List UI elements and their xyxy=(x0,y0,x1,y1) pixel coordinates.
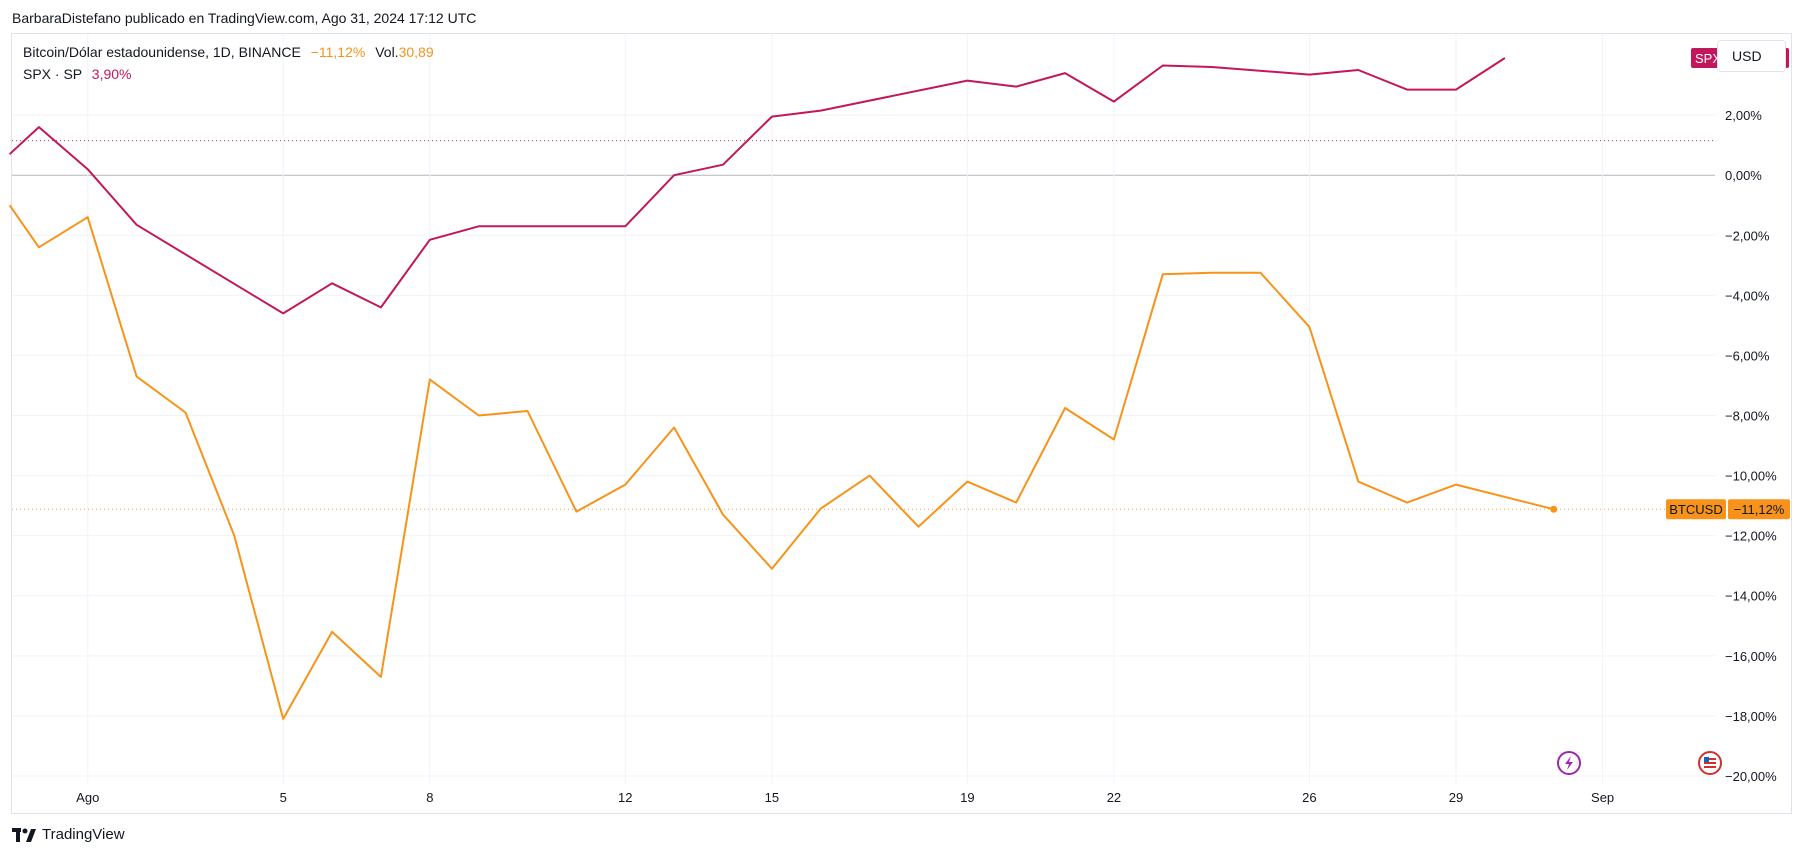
series-line-btcusd[interactable] xyxy=(8,204,1554,720)
x-tick-label: 15 xyxy=(765,790,779,805)
x-tick-label: 19 xyxy=(960,790,974,805)
grid xyxy=(12,34,1715,785)
reference-lines xyxy=(12,140,1715,510)
series-name-tag-spx xyxy=(1691,48,1725,69)
legend-btc[interactable]: Bitcoin/Dólar estadounidense, 1D, BINANC… xyxy=(23,44,434,60)
publish-info: BarbaraDistefano publicado en TradingVie… xyxy=(12,10,477,26)
y-tick-label: −14,00% xyxy=(1725,589,1777,604)
y-tick-label: −6,00% xyxy=(1725,348,1770,363)
x-tick-label: Sep xyxy=(1591,790,1614,805)
chart-frame xyxy=(11,33,1792,814)
legend-spx[interactable]: SPX · SP 3,90% xyxy=(23,66,131,82)
x-tick-label: 26 xyxy=(1302,790,1316,805)
lightning-event-icon[interactable] xyxy=(1557,751,1581,775)
legend-btc-name: Bitcoin/Dólar estadounidense, 1D, BINANC… xyxy=(23,44,301,60)
y-tick-label: −4,00% xyxy=(1725,288,1770,303)
x-axis: Ago 5 8 12 15 19 22 26 29 Sep xyxy=(76,790,1614,805)
legend-btc-vol-label: Vol. xyxy=(375,44,399,60)
y-tick-label: −2,00% xyxy=(1725,228,1770,243)
y-axis: 2,00% 0,00% −2,00% −4,00% −6,00% −8,00% −10,00… xyxy=(1725,108,1777,784)
tradingview-logo-icon xyxy=(12,827,36,842)
last-point-marker-btcusd xyxy=(1550,505,1558,513)
x-tick-label: 29 xyxy=(1449,790,1463,805)
y-tick-label: −8,00% xyxy=(1725,409,1770,424)
y-tick-label: 0,00% xyxy=(1725,168,1762,183)
y-tick-label: −16,00% xyxy=(1725,649,1777,664)
series-lines xyxy=(8,57,1558,720)
x-tick-label: 8 xyxy=(426,790,433,805)
x-tick-label: 22 xyxy=(1107,790,1121,805)
series-name-tag-text: BTCUSD xyxy=(1669,502,1722,517)
x-tick-label: 5 xyxy=(280,790,287,805)
series-name-tag-text: SPX xyxy=(1695,51,1721,66)
currency-button[interactable]: USD xyxy=(1717,40,1786,72)
series-line-spx[interactable] xyxy=(8,57,1506,315)
legend-btc-change: −11,12% xyxy=(310,44,366,60)
series-value-tag-btcusd xyxy=(1728,499,1790,520)
flag-event-icon[interactable] xyxy=(1698,751,1722,775)
y-tick-label: −12,00% xyxy=(1725,529,1777,544)
footer-brand-text: TradingView xyxy=(42,826,125,843)
y-tick-label: 2,00% xyxy=(1725,108,1762,123)
y-tick-label: −10,00% xyxy=(1725,469,1777,484)
footer-brand[interactable]: TradingView xyxy=(12,826,125,843)
x-tick-label: Ago xyxy=(76,790,99,805)
legend-spx-name: SPX · SP xyxy=(23,66,82,82)
y-tick-label: −18,00% xyxy=(1725,709,1777,724)
x-tick-label: 12 xyxy=(618,790,632,805)
series-name-tag-btcusd xyxy=(1666,499,1726,520)
series-value-tag-text: −11,12% xyxy=(1734,502,1785,517)
y-tick-label: −20,00% xyxy=(1725,769,1777,784)
legend-btc-vol-value: 30,89 xyxy=(398,44,434,60)
legend-spx-change: 3,90% xyxy=(91,66,132,82)
